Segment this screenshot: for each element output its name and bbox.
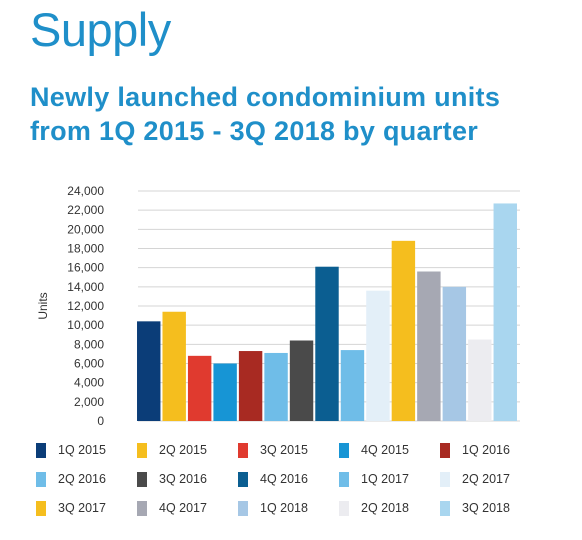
- y-tick-label: 4,000: [74, 376, 104, 390]
- chart-subtitle: Newly launched condominium units from 1Q…: [30, 80, 580, 148]
- legend-label: 3Q 2018: [462, 501, 510, 515]
- y-axis-ticks: 0 2,000 4,000 6,000 8,000 10,000 12,000 14,000 1…: [67, 184, 104, 428]
- bar-4q-2015: [213, 363, 237, 421]
- legend-swatch: [339, 442, 349, 458]
- legend-label: 4Q 2017: [159, 501, 207, 515]
- y-tick-label: 12,000: [67, 299, 104, 313]
- legend-label: 4Q 2015: [361, 443, 409, 457]
- y-tick-label: 2,000: [74, 395, 104, 409]
- legend-swatch: [440, 442, 450, 458]
- legend-swatch: [137, 442, 147, 458]
- legend-item: 3Q 2016: [137, 470, 238, 488]
- legend-item: 2Q 2017: [440, 470, 541, 488]
- page-heading: Supply: [30, 3, 171, 56]
- legend-swatch: [339, 500, 349, 516]
- y-tick-label: 18,000: [67, 242, 104, 256]
- subtitle-line-2: from 1Q 2015 - 3Q 2018 by quarter: [30, 116, 479, 146]
- bar-1q-2018: [442, 286, 467, 421]
- legend-label: 1Q 2015: [58, 443, 106, 457]
- bar-3q-2018: [493, 203, 517, 421]
- y-tick-label: 22,000: [67, 203, 104, 217]
- y-tick-label: 24,000: [67, 184, 104, 198]
- legend-item: 2Q 2018: [339, 499, 440, 517]
- legend-label: 4Q 2016: [260, 472, 308, 486]
- legend-item: 2Q 2016: [36, 470, 137, 488]
- legend-item: 4Q 2017: [137, 499, 238, 517]
- legend-item: 4Q 2015: [339, 441, 440, 459]
- bar-4q-2016: [315, 266, 339, 421]
- bar-1q-2017: [340, 350, 365, 421]
- legend-item: 3Q 2018: [440, 499, 541, 517]
- bar-1q-2016: [238, 351, 263, 421]
- legend-swatch: [137, 500, 147, 516]
- legend-swatch: [440, 471, 450, 487]
- legend-swatch: [238, 442, 248, 458]
- bars: [137, 203, 517, 421]
- legend-item: 1Q 2016: [440, 441, 541, 459]
- legend-swatch: [238, 471, 248, 487]
- bar-2q-2016: [264, 352, 288, 421]
- legend-swatch: [36, 471, 46, 487]
- legend-swatch: [36, 442, 46, 458]
- chart-legend: 1Q 2015 2Q 2015 3Q 2015 4Q 2015 1Q 2016 2Q 20…: [36, 441, 582, 517]
- bar-4q-2017: [417, 271, 441, 421]
- y-tick-label: 0: [97, 414, 104, 428]
- legend-label: 1Q 2017: [361, 472, 409, 486]
- legend-label: 3Q 2015: [260, 443, 308, 457]
- y-tick-label: 20,000: [67, 222, 104, 236]
- legend-item: 1Q 2015: [36, 441, 137, 459]
- subtitle-line-1: Newly launched condominium units: [30, 82, 501, 112]
- legend-label: 1Q 2016: [462, 443, 510, 457]
- legend-item: 3Q 2017: [36, 499, 137, 517]
- bar-chart: 0 2,000 4,000 6,000 8,000 10,000 12,000 14,000 1…: [36, 184, 520, 428]
- bar-3q-2015: [187, 355, 212, 421]
- y-tick-label: 14,000: [67, 280, 104, 294]
- legend-label: 3Q 2016: [159, 472, 207, 486]
- legend-item: 3Q 2015: [238, 441, 339, 459]
- legend-label: 2Q 2015: [159, 443, 207, 457]
- bar-2q-2015: [162, 311, 186, 421]
- legend-swatch: [36, 500, 46, 516]
- legend-swatch: [339, 471, 349, 487]
- legend-item: 1Q 2018: [238, 499, 339, 517]
- legend-item: 1Q 2017: [339, 470, 440, 488]
- legend-label: 3Q 2017: [58, 501, 106, 515]
- y-axis-label: Units: [36, 292, 50, 319]
- legend-swatch: [137, 471, 147, 487]
- legend-label: 1Q 2018: [260, 501, 308, 515]
- legend-item: 4Q 2016: [238, 470, 339, 488]
- bar-1q-2015: [137, 321, 161, 421]
- bar-3q-2017: [391, 240, 416, 421]
- legend-label: 2Q 2018: [361, 501, 409, 515]
- legend-swatch: [440, 500, 450, 516]
- legend-swatch: [238, 500, 248, 516]
- y-tick-label: 10,000: [67, 318, 104, 332]
- y-tick-label: 8,000: [74, 337, 104, 351]
- y-tick-label: 16,000: [67, 261, 104, 275]
- legend-label: 2Q 2016: [58, 472, 106, 486]
- bar-2q-2017: [366, 290, 390, 421]
- bar-3q-2016: [289, 340, 314, 421]
- legend-label: 2Q 2017: [462, 472, 510, 486]
- y-tick-label: 6,000: [74, 357, 104, 371]
- legend-item: 2Q 2015: [137, 441, 238, 459]
- bar-2q-2018: [468, 339, 492, 421]
